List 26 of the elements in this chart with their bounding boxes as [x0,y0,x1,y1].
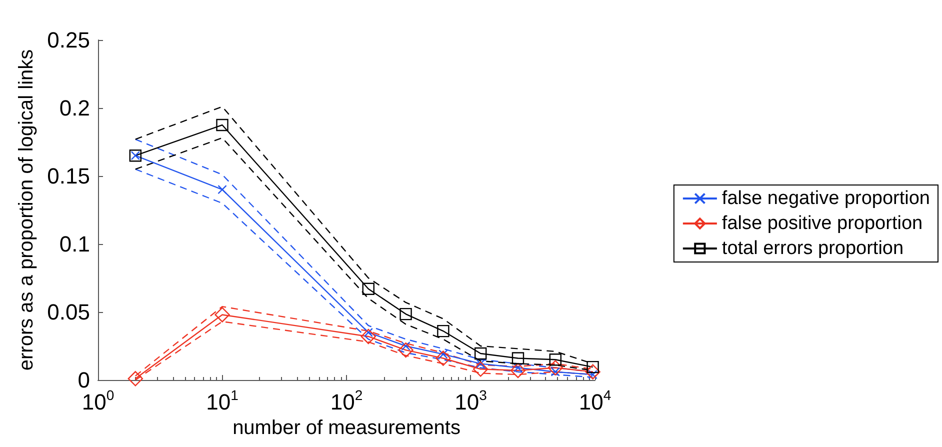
point [585,364,600,380]
legend-label: false negative proportion [722,188,930,209]
legend-label: total errors proportion [722,238,904,259]
point [512,352,524,364]
y-tick-label: 0.05 [47,300,90,324]
point [362,282,374,295]
x-axis-title: number of measurements [232,417,460,439]
y-tick-label: 0.25 [47,28,90,52]
point [360,328,376,344]
point [436,350,451,366]
point [548,360,563,376]
y-tick-label: 0.1 [59,232,90,256]
point [472,362,488,377]
legend-label: false positive proportion [722,213,923,234]
point [549,354,562,366]
point [474,347,487,360]
point [586,360,599,374]
point [510,362,526,378]
point [437,324,450,338]
y-tick-label: 0.15 [47,164,90,188]
point [398,342,414,358]
y-axis-title: errors as a proportion of logical links [15,49,38,371]
y-tick-label: 0.2 [59,96,90,120]
y-tick-label: 0 [78,368,90,392]
point [476,359,486,368]
point [400,308,412,320]
